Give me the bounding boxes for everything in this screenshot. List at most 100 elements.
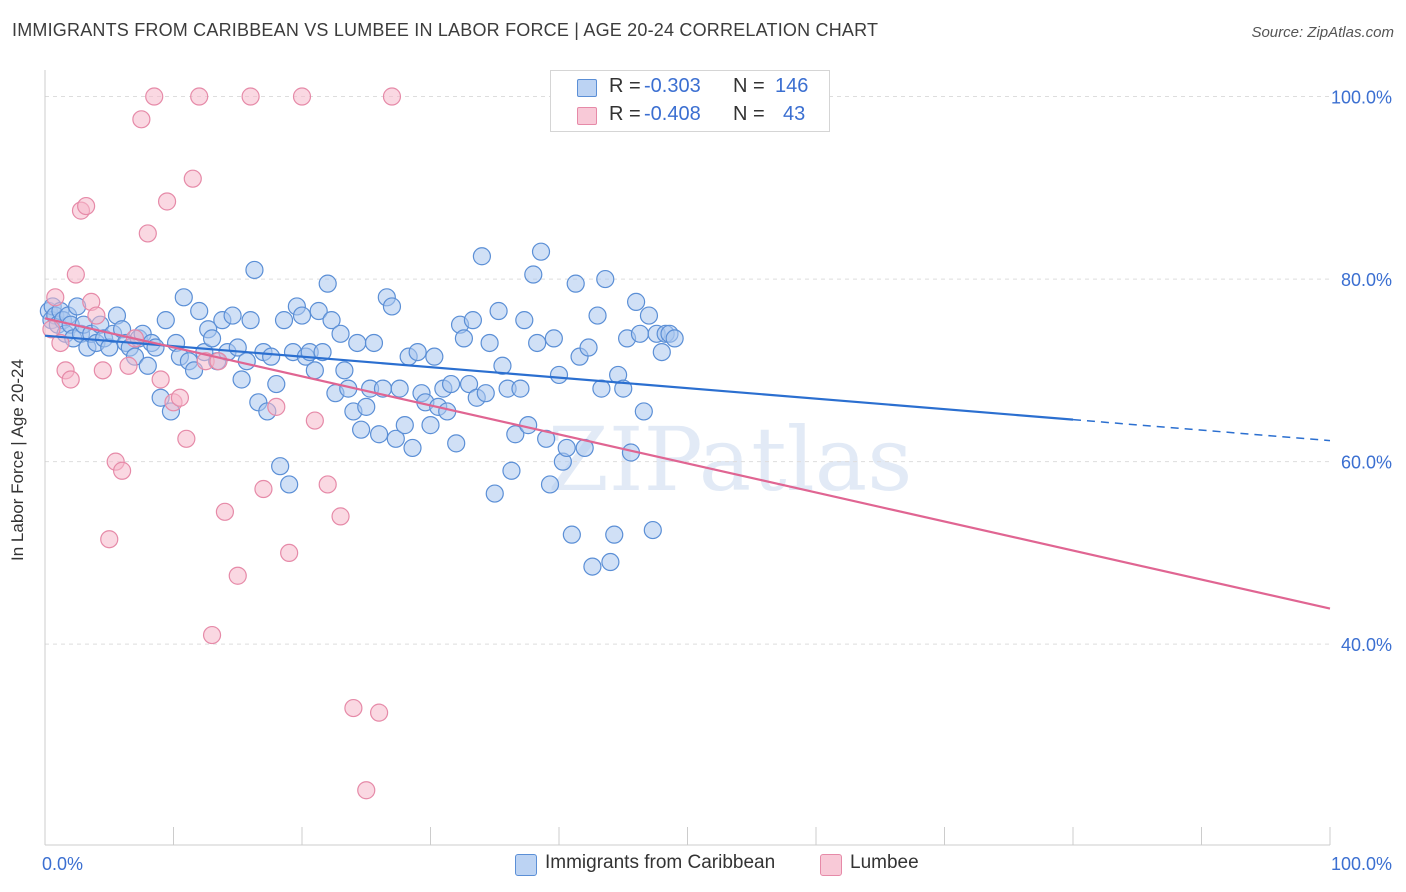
caribbean-point [511, 379, 530, 398]
caribbean-point [190, 301, 209, 321]
lumbee-point [138, 224, 157, 243]
series-swatch-blue [515, 854, 537, 876]
legend-swatch-pink [577, 107, 597, 125]
legend-n-value: 146 [775, 75, 809, 97]
lumbee-point [344, 698, 363, 718]
caribbean-point [480, 333, 499, 353]
caribbean-point [408, 342, 427, 362]
lumbee-point [66, 265, 85, 284]
caribbean-point [305, 361, 324, 380]
caribbean-point [566, 274, 585, 293]
caribbean-point [382, 297, 402, 316]
caribbean-point [583, 557, 602, 576]
caribbean-point [472, 247, 491, 266]
lumbee-point [151, 370, 170, 389]
caribbean-point [639, 306, 659, 325]
lumbee-point [357, 781, 376, 800]
lumbee-point [292, 87, 312, 106]
lumbee-point [145, 87, 164, 106]
caribbean-point [352, 420, 371, 439]
series-swatch-pink [820, 854, 842, 876]
chart-title: IMMIGRANTS FROM CARIBBEAN VS LUMBEE IN L… [12, 20, 879, 40]
caribbean-point [318, 274, 337, 293]
lumbee-trend-line [44, 317, 1331, 610]
series-label: Lumbee [850, 852, 919, 873]
lumbee-point [318, 475, 337, 494]
caribbean-point [280, 475, 299, 494]
legend-r-value: -0.408 [644, 103, 701, 125]
y-tick-label: 40.0% [1341, 635, 1392, 655]
caribbean-point [425, 347, 444, 366]
caribbean-point [557, 438, 576, 458]
caribbean-point [202, 329, 222, 348]
lumbee-point [254, 479, 273, 499]
caribbean-point [138, 356, 157, 375]
caribbean-point [528, 333, 547, 353]
caribbean-point [454, 329, 474, 348]
caribbean-point [544, 329, 563, 348]
caribbean-point [502, 461, 521, 480]
caribbean-point [174, 288, 193, 307]
caribbean-point [562, 525, 581, 544]
legend-swatch-blue [577, 79, 597, 97]
lumbee-point [370, 703, 389, 722]
lumbee-point [305, 411, 324, 430]
x-tick-label: 0.0% [42, 854, 83, 874]
caribbean-point [614, 379, 633, 398]
caribbean-point [601, 552, 620, 572]
lumbee-point [51, 333, 70, 353]
caribbean-point [515, 311, 534, 330]
lumbee-point [157, 192, 177, 211]
caribbean-point [665, 329, 684, 348]
lumbee-point [228, 566, 247, 585]
y-tick-label: 60.0% [1341, 453, 1392, 473]
legend-r-label: R = [609, 75, 641, 97]
caribbean-point [313, 342, 332, 362]
caribbean-point [335, 361, 354, 380]
caribbean-point [156, 311, 175, 330]
series-label: Immigrants from Caribbean [545, 852, 776, 873]
caribbean-point [531, 242, 551, 261]
lumbee-point [215, 502, 234, 521]
lumbee-point [132, 110, 151, 129]
caribbean-point [634, 402, 653, 421]
caribbean-point [441, 374, 461, 394]
caribbean-point [364, 333, 384, 353]
lumbee-point [93, 361, 112, 380]
legend-n-label: N = [733, 103, 765, 125]
caribbean-point [476, 384, 495, 403]
y-tick-label: 100.0% [1331, 88, 1392, 108]
caribbean-point [237, 352, 256, 371]
caribbean-point [357, 397, 376, 416]
lumbee-point [331, 507, 350, 526]
caribbean-point [506, 425, 525, 444]
caribbean-point [540, 475, 560, 494]
caribbean-point [489, 301, 508, 321]
correlation-legend: R = -0.303 N = 146 R = -0.408 N = 43 [550, 70, 830, 132]
caribbean-point [390, 379, 409, 398]
legend-n-value: 43 [783, 103, 806, 125]
caribbean-point [395, 416, 414, 435]
caribbean-point [245, 260, 264, 280]
caribbean-point [485, 484, 504, 503]
lumbee-point [77, 196, 96, 216]
lumbee-point [112, 461, 132, 480]
lumbee-point [267, 397, 286, 416]
caribbean-trend-extension [1072, 418, 1331, 442]
lumbee-point [100, 530, 119, 549]
caribbean-point [241, 311, 260, 330]
legend-r-label: R = [609, 103, 641, 125]
legend-row-lumbee: R = -0.408 N = 43 [551, 101, 829, 129]
caribbean-point [605, 525, 624, 544]
caribbean-point [652, 342, 671, 362]
lumbee-point [170, 388, 190, 407]
lumbee-point [61, 370, 80, 389]
caribbean-point [463, 311, 483, 330]
caribbean-point [626, 292, 646, 311]
legend-r-value: -0.303 [644, 75, 701, 97]
caribbean-point [348, 333, 367, 353]
caribbean-point [262, 347, 281, 366]
watermark: ZIPatlas [548, 408, 913, 511]
x-tick-label: 100.0% [1331, 854, 1392, 874]
